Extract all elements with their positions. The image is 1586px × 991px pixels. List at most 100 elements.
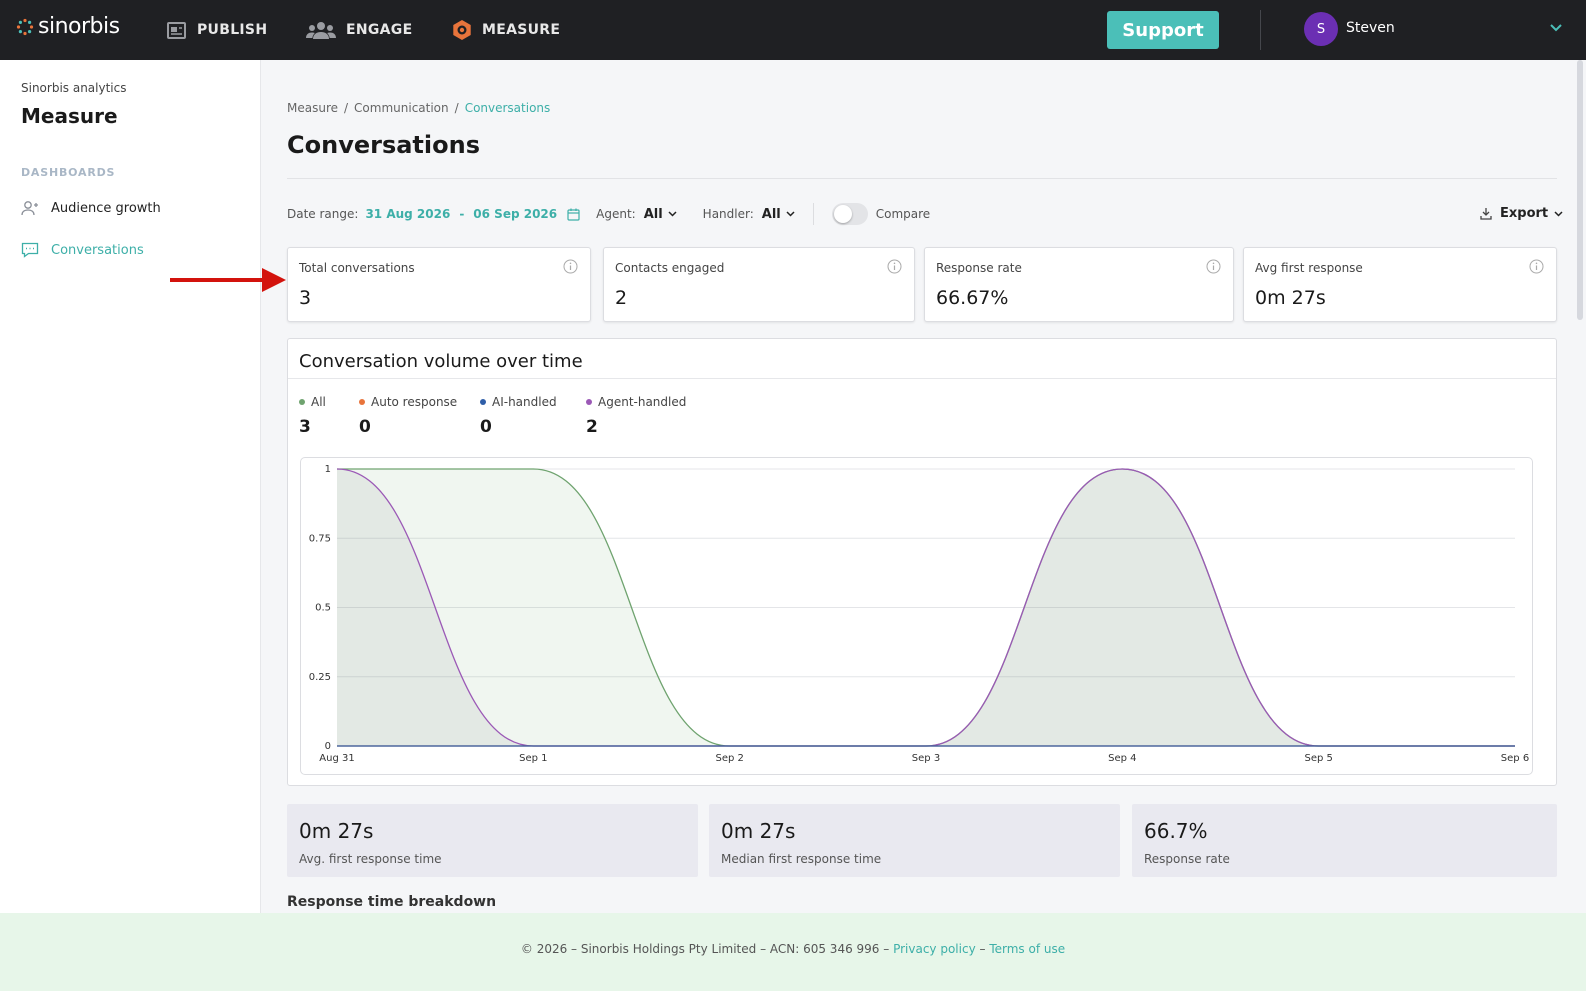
download-icon: [1480, 208, 1492, 220]
handler-select[interactable]: All: [762, 207, 795, 222]
x-tick-label: Sep 2: [715, 753, 743, 764]
page-scrollbar[interactable]: [1577, 60, 1583, 320]
legend-value: 0: [359, 417, 371, 437]
chevron-down-icon: [668, 211, 677, 217]
y-tick-label: 0.75: [309, 533, 331, 544]
date-range-end[interactable]: 06 Sep 2026: [473, 207, 558, 221]
footer-separator: –: [979, 942, 986, 956]
nav-engage-label: ENGAGE: [346, 22, 413, 38]
legend-label: Auto response: [371, 395, 458, 409]
nav-measure-label: MEASURE: [482, 22, 561, 38]
agent-select[interactable]: All: [644, 207, 677, 222]
chart-plot-area: 0 0.25 0.5 0.75 1 Aug 31 Sep 1 Sep 2 Sep 3 Sep 4 S…: [300, 457, 1533, 775]
y-tick-label: 1: [325, 464, 331, 475]
stat-median-first-response: 0m 27s Median first response time: [709, 804, 1120, 877]
nav-publish-label: PUBLISH: [197, 22, 268, 38]
sidebar-item-audience-growth[interactable]: Audience growth: [21, 200, 161, 216]
legend-value: 3: [299, 417, 311, 437]
page-title: Conversations: [287, 131, 480, 159]
y-tick-label: 0.25: [309, 672, 331, 683]
kpi-card-response-rate: Response rate 66.67%: [924, 247, 1234, 322]
audience-icon: [21, 201, 38, 216]
sidebar-section-heading: DASHBOARDS: [21, 166, 116, 179]
user-name[interactable]: Steven: [1346, 20, 1395, 36]
kpi-value: 3: [299, 287, 312, 309]
nav-publish[interactable]: PUBLISH: [166, 0, 267, 60]
chart-card-divider: [288, 378, 1556, 379]
kpi-card-avg-first-response: Avg first response 0m 27s: [1243, 247, 1557, 322]
legend-item-all[interactable]: All 3: [299, 395, 326, 437]
info-icon[interactable]: [563, 259, 578, 274]
x-tick-label: Sep 5: [1304, 753, 1332, 764]
legend-dot: [299, 398, 305, 405]
series-line-agent-handled: [336, 468, 1515, 747]
export-button[interactable]: Export: [1480, 206, 1571, 221]
calendar-icon[interactable]: [567, 208, 580, 221]
x-tick-label: Sep 6: [1501, 753, 1529, 764]
handler-select-value: All: [761, 206, 781, 222]
filter-divider: [812, 203, 814, 225]
sidebar-item-conversations[interactable]: Conversations: [21, 242, 144, 258]
y-tick-label: 0.5: [315, 603, 331, 614]
legend-label: Agent-handled: [598, 395, 687, 409]
nav-measure[interactable]: MEASURE: [451, 0, 560, 60]
breadcrumb-measure[interactable]: Measure: [287, 101, 338, 115]
export-label: Export: [1500, 206, 1549, 221]
kpi-label: Total conversations: [299, 261, 415, 275]
support-button[interactable]: Support: [1107, 11, 1219, 49]
chart-card-title: Conversation volume over time: [299, 351, 583, 372]
legend-item-ai-handled[interactable]: AI-handled 0: [480, 395, 557, 437]
kpi-value: 2: [615, 287, 628, 309]
breadcrumb-communication[interactable]: Communication: [354, 101, 449, 115]
kpi-label: Response rate: [936, 261, 1022, 275]
series-area-all: [337, 469, 1515, 746]
chevron-down-icon: [1554, 210, 1563, 217]
sidebar-item-label: Audience growth: [51, 200, 161, 216]
user-menu-chevron-icon[interactable]: [1549, 20, 1563, 36]
legend-item-auto-response[interactable]: Auto response 0: [359, 395, 457, 437]
partial-section-heading: Response time breakdown: [287, 894, 497, 910]
kpi-value: 66.67%: [936, 287, 1009, 309]
sidebar: Sinorbis analytics Measure DASHBOARDS Au…: [0, 60, 261, 991]
topbar-divider: [1260, 10, 1261, 50]
user-avatar[interactable]: S: [1304, 12, 1338, 46]
annotation-arrow-icon: [170, 268, 286, 292]
privacy-policy-link[interactable]: Privacy policy: [893, 942, 976, 956]
x-tick-label: Sep 4: [1108, 753, 1136, 764]
info-icon[interactable]: [887, 259, 902, 274]
handler-label: Handler:: [702, 207, 754, 221]
date-range-separator: -: [459, 207, 465, 221]
date-range-start[interactable]: 31 Aug 2026: [365, 207, 451, 221]
conversation-volume-chart[interactable]: 0 0.25 0.5 0.75 1 Aug 31 Sep 1 Sep 2 Sep 3 Sep 4 S…: [301, 458, 1532, 774]
kpi-card-contacts-engaged: Contacts engaged 2: [603, 247, 915, 322]
stat-value: 66.7%: [1144, 819, 1208, 843]
conversation-volume-card: Conversation volume over time All 3 Auto…: [287, 338, 1557, 786]
compare-toggle[interactable]: [831, 203, 868, 225]
legend-item-agent-handled[interactable]: Agent-handled 2: [586, 395, 686, 437]
stat-value: 0m 27s: [299, 819, 374, 843]
agent-label: Agent:: [596, 207, 636, 221]
info-icon[interactable]: [1529, 259, 1544, 274]
legend-dot: [480, 398, 486, 405]
x-tick-label: Sep 3: [912, 753, 940, 764]
stat-label: Response rate: [1144, 852, 1230, 866]
kpi-label: Contacts engaged: [615, 261, 725, 275]
terms-of-use-link[interactable]: Terms of use: [989, 942, 1066, 956]
chat-icon: [21, 242, 39, 258]
info-icon[interactable]: [1206, 259, 1221, 274]
stat-value: 0m 27s: [721, 819, 796, 843]
kpi-label: Avg first response: [1255, 261, 1363, 275]
main-content: Measure / Communication / Conversations …: [262, 60, 1586, 991]
nav-engage[interactable]: ENGAGE: [305, 0, 412, 60]
x-tick-label: Sep 1: [519, 753, 547, 764]
x-tick-label: Aug 31: [319, 753, 354, 764]
compare-label: Compare: [875, 207, 931, 221]
title-divider: [287, 178, 1557, 179]
legend-label: All: [311, 395, 326, 409]
legend-dot: [586, 398, 592, 405]
sinorbis-logo[interactable]: sinorbis: [16, 14, 120, 39]
footer-copyright: © 2026 – Sinorbis Holdings Pty Limited –…: [520, 942, 890, 956]
top-nav-bar: sinorbis PUBLISH ENGAGE MEASURE Support …: [0, 0, 1586, 60]
stat-label: Avg. first response time: [299, 852, 442, 866]
stat-avg-first-response: 0m 27s Avg. first response time: [287, 804, 698, 877]
